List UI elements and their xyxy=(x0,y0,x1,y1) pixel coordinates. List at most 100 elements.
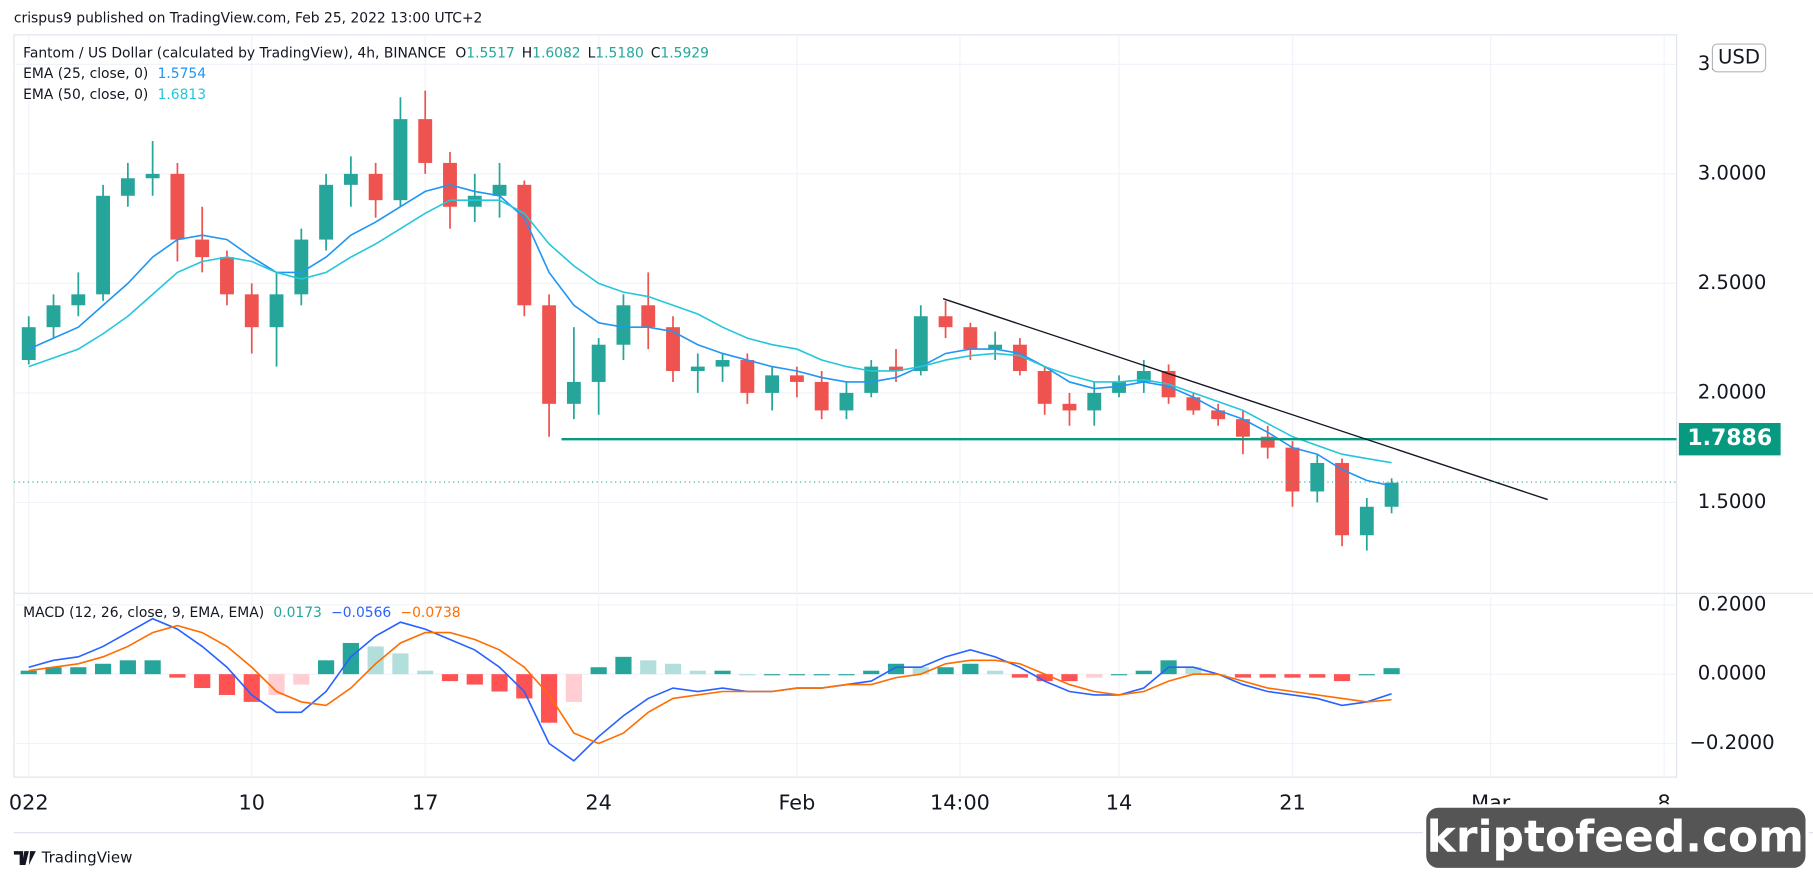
y-tick-label: 3.0000 xyxy=(1698,161,1767,184)
y-tick-label: 0.2000 xyxy=(1698,592,1767,615)
support-badge xyxy=(1678,423,1781,456)
histogram-bar xyxy=(1358,674,1375,676)
histogram-bar xyxy=(863,670,880,675)
histogram-bar xyxy=(590,667,607,675)
histogram-bar xyxy=(20,670,37,675)
candle-body xyxy=(913,316,928,371)
candle-body xyxy=(1186,397,1201,411)
ohlc-key: H xyxy=(522,45,532,61)
histogram-bar xyxy=(1234,674,1252,678)
histogram-bar xyxy=(317,660,335,675)
macd-value: −0.0566 xyxy=(331,605,391,621)
candle-body xyxy=(319,184,334,240)
ema-line xyxy=(28,183,1392,487)
legend-value: 1.5754 xyxy=(158,66,207,82)
candle-body xyxy=(938,316,953,328)
histogram-bar xyxy=(516,674,533,699)
candle-body xyxy=(1260,436,1275,448)
candle-body xyxy=(789,375,804,382)
candle-body xyxy=(963,327,978,350)
histogram-bar xyxy=(194,674,211,689)
candle-body xyxy=(1235,419,1250,437)
ohlc-value: 1.6082 xyxy=(532,45,581,61)
candle-body xyxy=(467,195,482,207)
histogram-bar xyxy=(788,674,805,676)
candle-body xyxy=(1012,344,1027,371)
legend-name: EMA (50, close, 0) xyxy=(23,87,148,103)
candle-body xyxy=(46,305,61,328)
histogram-bar xyxy=(392,653,409,675)
histogram-bar xyxy=(912,667,929,675)
histogram-bar xyxy=(144,660,161,675)
histogram-bar xyxy=(664,663,682,675)
watermark-box xyxy=(1422,804,1809,872)
histogram-bar xyxy=(838,674,855,676)
candle-body xyxy=(368,173,383,201)
candle-body xyxy=(492,184,507,196)
ohlc-key: L xyxy=(588,45,596,61)
histogram-bar xyxy=(441,674,459,682)
histogram-bar xyxy=(1110,674,1128,676)
legend-value: 1.6813 xyxy=(158,87,207,103)
histogram-bar xyxy=(1061,674,1078,682)
ema-line xyxy=(28,199,1392,464)
legend-title-row: Fantom / US Dollar (calculated by Tradin… xyxy=(23,45,709,61)
histogram-bar xyxy=(169,674,186,678)
candle-body xyxy=(839,392,854,411)
x-tick-label: 14:00 xyxy=(930,791,990,815)
footer-brand: TradingView xyxy=(13,849,132,867)
candle-body xyxy=(393,119,408,201)
histogram-bar xyxy=(764,674,781,676)
x-tick-label: 14 xyxy=(1106,791,1132,815)
histogram-bar xyxy=(119,660,136,675)
candle-body xyxy=(1384,482,1399,507)
macd-legend: MACD (12, 26, close, 9, EMA, EMA) 0.0173−… xyxy=(23,605,460,621)
histogram-bar xyxy=(987,670,1004,675)
candle-body xyxy=(690,366,705,371)
plot-area xyxy=(13,90,1677,762)
histogram-bar xyxy=(1185,667,1202,675)
overlay: 022 10 17 24 Feb 14:00 14 21 Mar 81.50002.00002.5… xyxy=(9,43,1781,815)
histogram-bar xyxy=(640,660,657,675)
candle-body xyxy=(195,239,210,258)
candle-body xyxy=(1087,392,1102,411)
candle-body xyxy=(418,119,433,163)
y-tick-label: 2.0000 xyxy=(1698,380,1767,403)
candle-body xyxy=(120,178,135,196)
candle-body xyxy=(1310,462,1325,492)
y-tick-label: 0.0000 xyxy=(1698,662,1767,685)
histogram-bar xyxy=(94,663,112,675)
histogram-bar xyxy=(342,642,359,675)
trend-line xyxy=(942,298,1548,501)
histogram-bar xyxy=(565,674,582,702)
currency-badge xyxy=(1711,43,1767,73)
histogram-bar xyxy=(1333,674,1351,682)
histogram-bar xyxy=(887,663,905,675)
histogram-bar xyxy=(1309,674,1326,678)
histogram-bar xyxy=(1011,674,1029,678)
histogram-bar xyxy=(243,674,260,702)
plot-frame xyxy=(13,34,1678,778)
candle-body xyxy=(889,366,903,371)
currency-label: USD xyxy=(1718,45,1760,68)
candle-body xyxy=(814,381,829,411)
ohlc-value: 1.5180 xyxy=(595,45,643,61)
y-tick-label: 1.5000 xyxy=(1698,490,1767,513)
candle-body xyxy=(566,381,581,404)
histogram-bar xyxy=(1086,674,1103,678)
candle-body xyxy=(715,360,730,367)
x-tick-label: 24 xyxy=(585,791,611,815)
candle-body xyxy=(1359,506,1374,536)
ohlc-value: 1.5929 xyxy=(660,45,708,61)
legend-row: EMA (25, close, 0) 1.5754 xyxy=(23,66,206,82)
candle-body xyxy=(294,239,309,295)
candle-body xyxy=(1062,403,1077,411)
candle-body xyxy=(1136,370,1151,382)
candle-body xyxy=(740,360,755,393)
histogram-bar xyxy=(962,663,979,675)
y-tick-label: 2.5000 xyxy=(1698,271,1767,294)
x-tick-label: 21 xyxy=(1279,791,1305,815)
ohlc-value: 1.5517 xyxy=(466,45,514,61)
candle-body xyxy=(343,173,358,185)
